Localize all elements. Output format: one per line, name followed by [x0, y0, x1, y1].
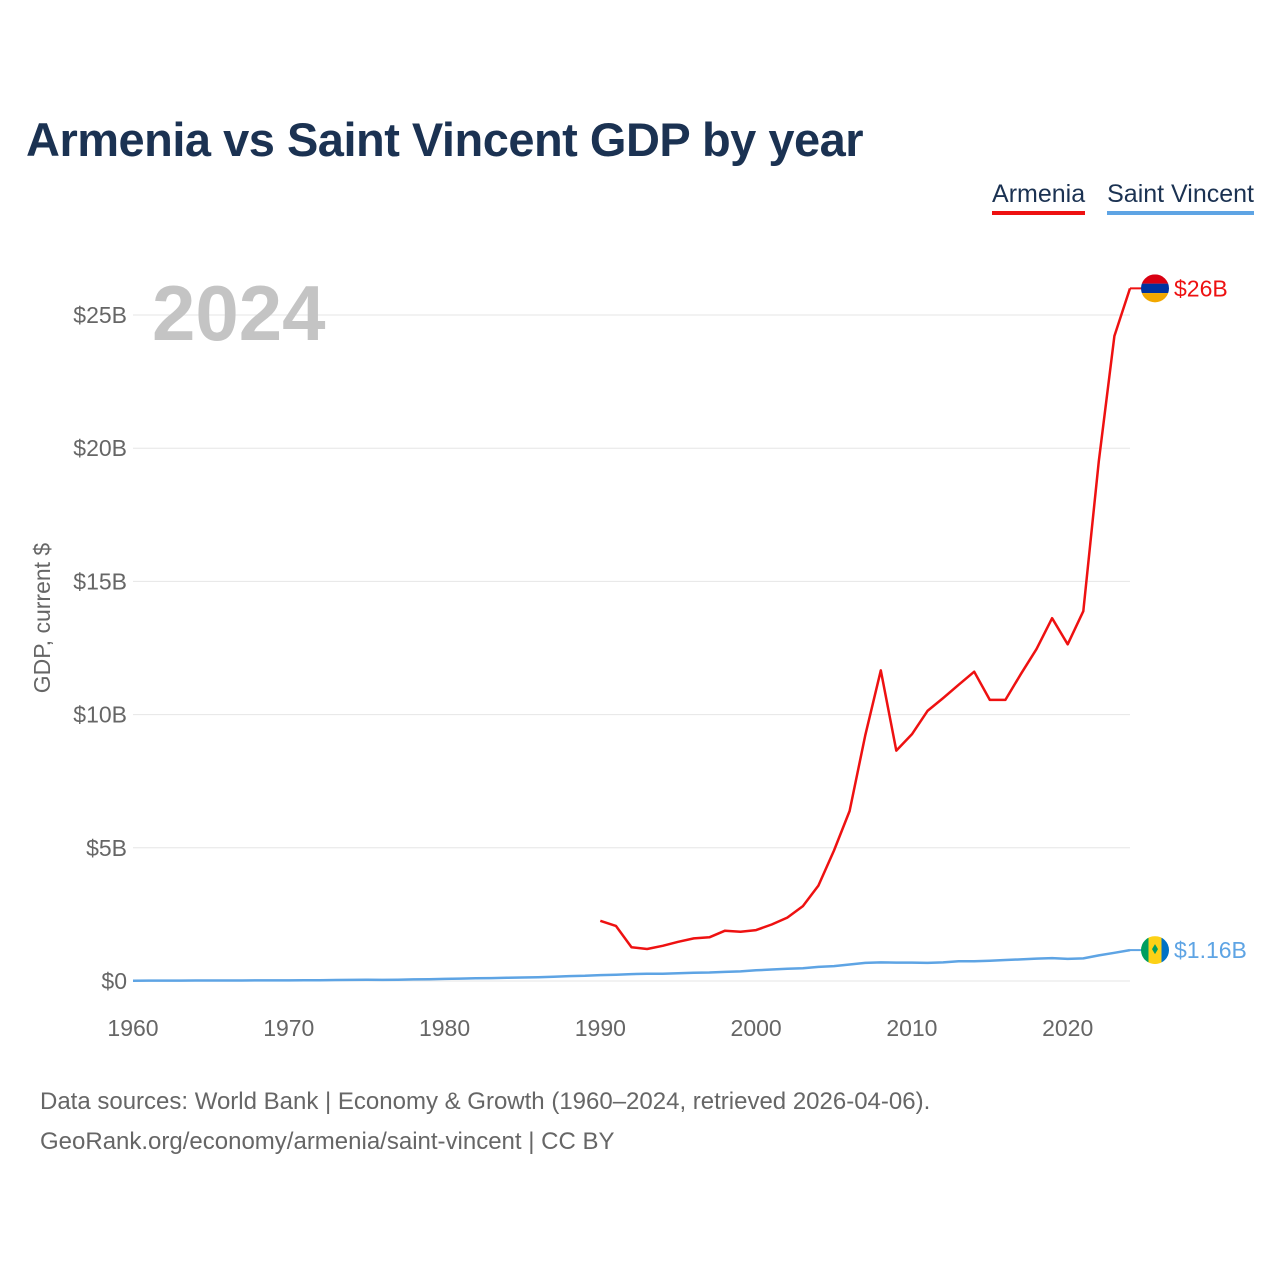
- x-tick-label: 2000: [731, 1015, 782, 1041]
- saint-vincent-end-label: $1.16B: [1174, 937, 1247, 963]
- legend: Armenia Saint Vincent: [992, 180, 1254, 215]
- footer: Data sources: World Bank | Economy & Gro…: [40, 1082, 930, 1162]
- y-tick-label: $5B: [86, 835, 127, 861]
- data-sources-text: Data sources: World Bank | Economy & Gro…: [40, 1088, 931, 1115]
- year-watermark: 2024: [152, 269, 326, 357]
- series-line-saint-vincent[interactable]: [132, 948, 1131, 982]
- y-tick-label: $0: [101, 968, 127, 994]
- legend-item-armenia[interactable]: Armenia: [992, 180, 1086, 215]
- x-tick-label: 1990: [575, 1015, 626, 1041]
- y-tick-label: $25B: [73, 302, 127, 328]
- y-tick-label: $10B: [73, 702, 127, 728]
- y-tick-label: $15B: [73, 568, 127, 594]
- legend-item-saint-vincent[interactable]: Saint Vincent: [1107, 180, 1254, 215]
- x-tick-label: 1960: [107, 1015, 158, 1041]
- x-tick-label: 2010: [886, 1015, 937, 1041]
- attribution-link[interactable]: GeoRank.org/economy/armenia/saint-vincen…: [40, 1128, 615, 1155]
- x-tick-label: 1980: [419, 1015, 470, 1041]
- x-tick-label: 2020: [1042, 1015, 1093, 1041]
- saint-vincent-flag-icon: [1141, 936, 1169, 965]
- y-axis-ticks: $0 $5B $10B $15B $20B $25B: [73, 302, 127, 994]
- x-axis-ticks: 1960 1970 1980 1990 2000 2010 2020: [107, 1015, 1093, 1041]
- y-axis-label: GDP, current $: [29, 543, 55, 694]
- series-line-armenia[interactable]: [599, 288, 1132, 951]
- chart-title: Armenia vs Saint Vincent GDP by year: [26, 113, 864, 166]
- x-tick-label: 1970: [263, 1015, 314, 1041]
- gridlines: [133, 314, 1130, 982]
- series-lines: [132, 287, 1142, 982]
- armenia-flag-icon: [1141, 274, 1169, 303]
- y-tick-label: $20B: [73, 435, 127, 461]
- armenia-end-label: $26B: [1174, 275, 1228, 301]
- gdp-line-chart: 2024 $0$5B$10B$15B$20B$25B 1960 1970 1980 1…: [29, 269, 1247, 1041]
